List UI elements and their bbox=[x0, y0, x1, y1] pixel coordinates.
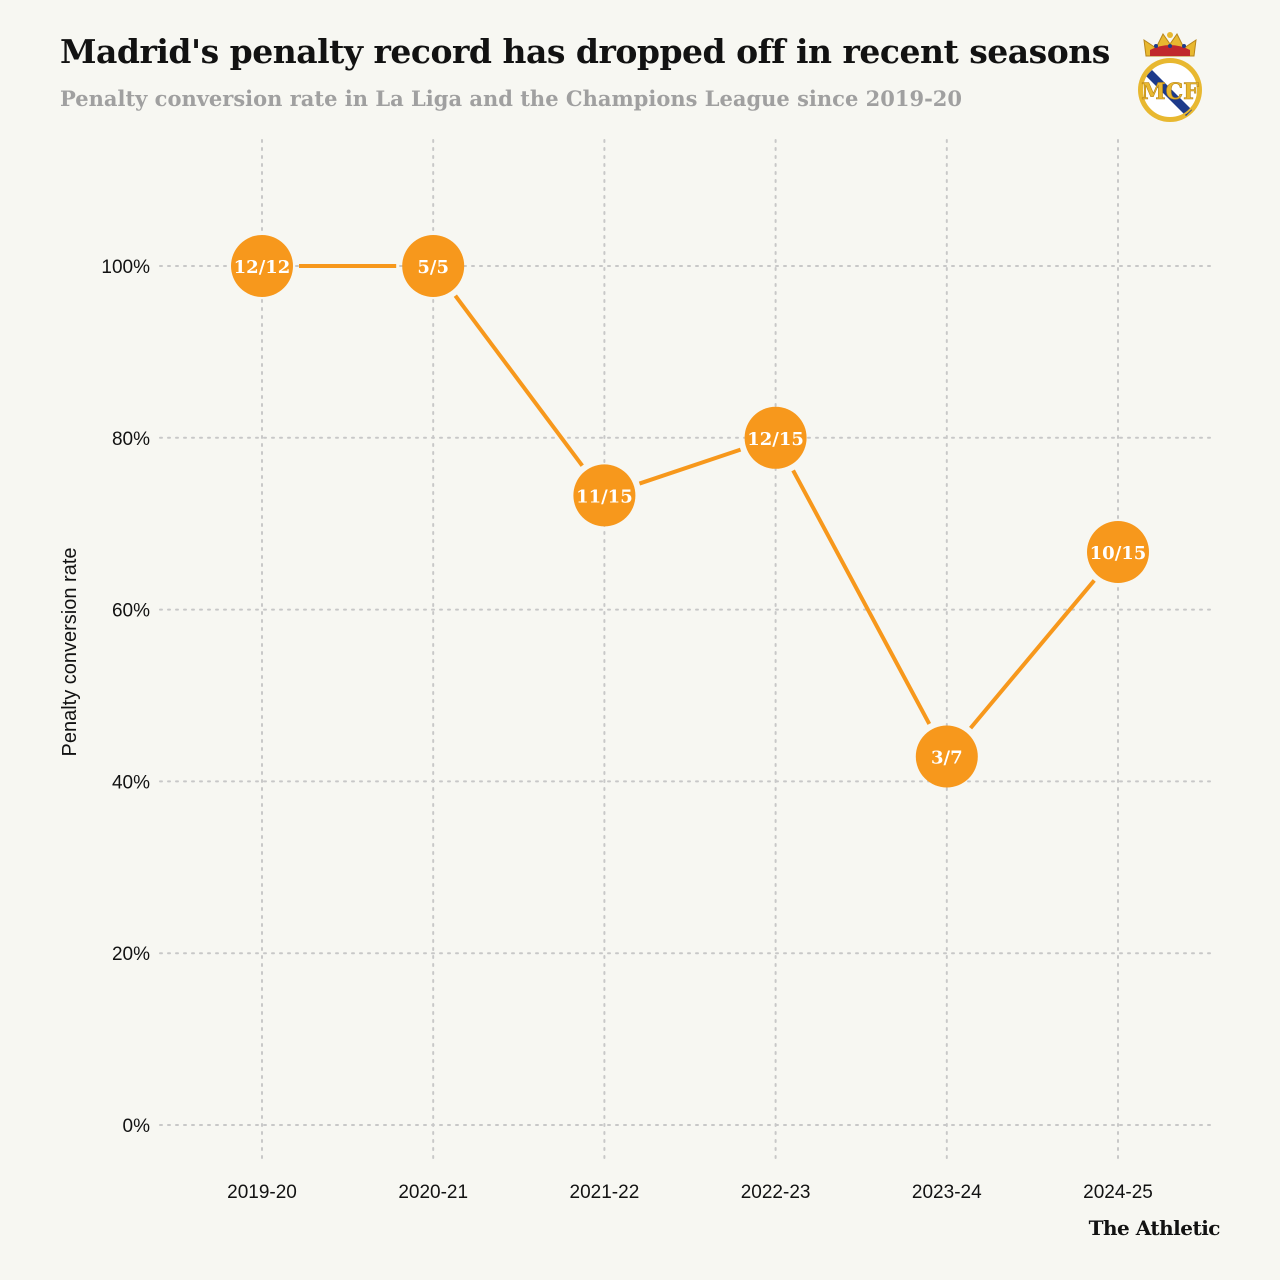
series-line-segment bbox=[969, 579, 1096, 730]
series-line-segment bbox=[453, 294, 584, 467]
axis-layer: 0% 20% 40% 60% 80% 100% 2019-20 2020-21 2021-22 2… bbox=[101, 257, 1152, 1203]
data-point bbox=[915, 725, 978, 788]
y-axis-label: Penalty conversion rate bbox=[59, 547, 81, 756]
y-tick-label: 80% bbox=[112, 429, 150, 450]
data-point-label: 12/12 bbox=[234, 257, 291, 278]
data-point-layer: 12/12 5/5 11/15 12/15 3/7 10/15 bbox=[231, 235, 1149, 788]
y-tick-label: 0% bbox=[123, 1116, 151, 1137]
x-tick-label: 2020-21 bbox=[398, 1182, 468, 1203]
x-tick-label: 2022-23 bbox=[741, 1182, 811, 1203]
data-point bbox=[402, 235, 465, 297]
real-madrid-crest-icon: MCF bbox=[1138, 32, 1202, 122]
data-point-label: 5/5 bbox=[417, 257, 449, 278]
data-point bbox=[744, 406, 807, 469]
x-tick-label: 2024-25 bbox=[1083, 1182, 1153, 1203]
series-line-layer bbox=[299, 264, 1096, 730]
data-point bbox=[1087, 521, 1149, 584]
data-point-label: 12/15 bbox=[747, 429, 804, 450]
series-line-segment bbox=[791, 469, 932, 725]
y-tick-label: 100% bbox=[101, 257, 150, 278]
data-point-label: 11/15 bbox=[576, 486, 633, 507]
data-point bbox=[573, 464, 636, 527]
data-point-label: 10/15 bbox=[1090, 543, 1147, 564]
chart-title: Madrid's penalty record has dropped off … bbox=[60, 32, 1110, 71]
brand-logo: The Athletic bbox=[1088, 1216, 1221, 1240]
y-tick-label: 60% bbox=[112, 601, 150, 622]
grid-layer bbox=[159, 139, 1216, 1161]
x-tick-label: 2023-24 bbox=[912, 1182, 982, 1203]
data-point bbox=[231, 235, 293, 297]
y-tick-label: 40% bbox=[112, 772, 150, 793]
data-point-label: 3/7 bbox=[931, 747, 963, 768]
x-tick-label: 2021-22 bbox=[570, 1182, 640, 1203]
y-tick-label: 20% bbox=[112, 944, 150, 965]
chart-subtitle: Penalty conversion rate in La Liga and t… bbox=[60, 86, 963, 111]
crest-lettering: MCF bbox=[1141, 79, 1199, 105]
x-tick-label: 2019-20 bbox=[227, 1182, 297, 1203]
series-line-segment bbox=[638, 447, 742, 486]
